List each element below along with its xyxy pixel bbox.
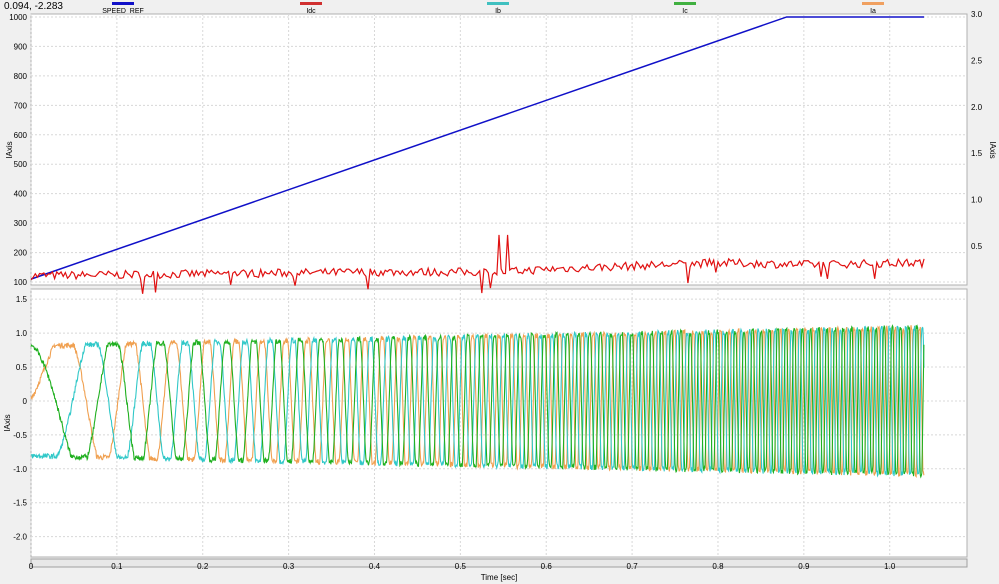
legend-swatch-ic: [674, 2, 696, 5]
legend-label-idc: Idc: [306, 8, 316, 15]
bottom-series-group: [30, 324, 925, 479]
y-tick-label: 700: [14, 101, 28, 110]
y-tick-label: 100: [14, 278, 28, 287]
y-tick-label: 0.5: [16, 363, 28, 372]
x-axis-strip[interactable]: [30, 558, 968, 568]
y-tick-label: 0: [23, 397, 28, 406]
series-idc-line[interactable]: [30, 234, 925, 294]
series-speed-ref-line[interactable]: [30, 16, 925, 280]
x-tick-label: 0.5: [455, 562, 467, 571]
legend-label-speed-ref: SPEED_REF: [102, 8, 144, 15]
y2-tick-label: 1.5: [971, 149, 983, 158]
y-tick-label: -1.0: [13, 465, 27, 474]
y-tick-label: 600: [14, 131, 28, 140]
y-tick-label: -1.5: [13, 499, 27, 508]
coordinate-readout: 0.094, -2.283: [4, 1, 63, 12]
y2-tick-label: 2.5: [971, 56, 983, 65]
bottom-y-axis-label: IAxis: [3, 414, 12, 431]
y2-tick-label: 3.0: [971, 10, 983, 19]
y-tick-label: 400: [14, 190, 28, 199]
legend-swatch-idc: [300, 2, 322, 5]
legend-item-ic[interactable]: Ic: [655, 0, 715, 15]
x-axis-label: Time [sec]: [481, 573, 518, 582]
legend-swatch-ia: [862, 2, 884, 5]
x-tick-label: 0.3: [283, 562, 295, 571]
legend-label-ib: Ib: [495, 8, 501, 15]
legend-item-speed-ref[interactable]: SPEED_REF: [93, 0, 153, 15]
series-ic-line[interactable]: [30, 324, 925, 479]
y-tick-label: 300: [14, 219, 28, 228]
x-tick-label: 0.4: [369, 562, 381, 571]
y-tick-label: 1.5: [16, 295, 28, 304]
x-tick-label: 0.2: [197, 562, 209, 571]
legend-item-ib[interactable]: Ib: [468, 0, 528, 15]
y-tick-label: -0.5: [13, 431, 27, 440]
x-tick-label: 0.7: [627, 562, 639, 571]
top-series-group: [30, 16, 925, 294]
y-tick-label: 1000: [9, 13, 27, 22]
top-grid: [30, 14, 967, 285]
y2-tick-label: 1.0: [971, 196, 983, 205]
axis-ticks: 100 200 300 400 500 600 700 800 900 1000 0.5 1.0 1.5…: [9, 10, 982, 542]
y2-tick-label: 2.0: [971, 103, 983, 112]
x-tick-label: 0.8: [712, 562, 724, 571]
y-tick-label: 800: [14, 72, 28, 81]
x-tick-label: 0.1: [111, 562, 123, 571]
legend-swatch-ib: [487, 2, 509, 5]
y-tick-label: 200: [14, 249, 28, 258]
top-y-axis-label: IAxis: [5, 141, 14, 158]
legend-label-ic: Ic: [682, 8, 688, 15]
x-tick-label: 0: [29, 562, 34, 571]
x-tick-label: 0.9: [798, 562, 810, 571]
x-axis-ticks: 0 0.1 0.2 0.3 0.4 0.5 0.6 0.7 0.8 0.9 1.0: [29, 562, 896, 571]
y-tick-label: -2.0: [13, 533, 27, 542]
x-tick-label: 0.6: [541, 562, 553, 571]
top-y2-axis-label: IAxis: [988, 141, 997, 158]
y-tick-label: 500: [14, 160, 28, 169]
x-tick-label: 1.0: [884, 562, 896, 571]
series-ib-line[interactable]: [30, 325, 925, 478]
legend-item-ia[interactable]: Ia: [843, 0, 903, 15]
y-tick-label: 900: [14, 42, 28, 51]
y2-tick-label: 0.5: [971, 242, 983, 251]
legend-item-idc[interactable]: Idc: [281, 0, 341, 15]
legend-swatch-speed-ref: [112, 2, 134, 5]
y-tick-label: 1.0: [16, 329, 28, 338]
legend-label-ia: Ia: [870, 8, 876, 15]
